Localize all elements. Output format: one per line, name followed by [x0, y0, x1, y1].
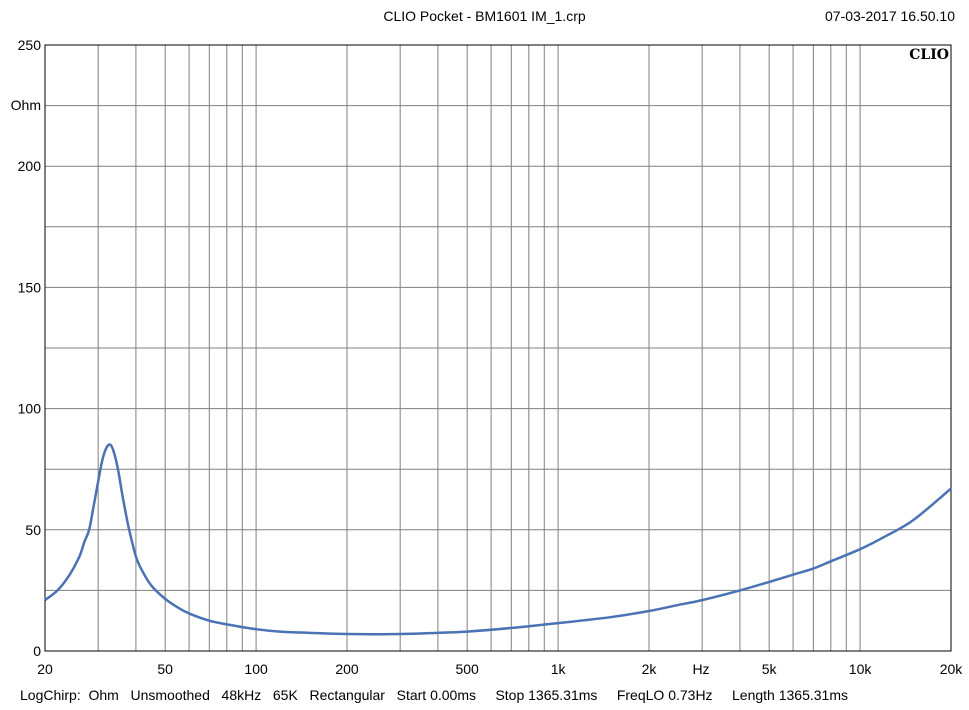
- chart-grid: [45, 45, 951, 651]
- x-tick-label: 20k: [940, 661, 964, 677]
- x-tick-label: 500: [455, 661, 479, 677]
- y-tick-label: 100: [18, 401, 42, 417]
- chart-traces: [44, 443, 952, 636]
- plot-frame: [44, 44, 952, 652]
- x-tick-label: 5k: [762, 661, 778, 677]
- y-axis-label: Ohm: [11, 97, 41, 113]
- x-axis-ticks: 20 50 100 200 500 1k 2k 5k 10k 20k: [37, 661, 963, 677]
- y-tick-label: 200: [18, 158, 42, 174]
- x-axis-label: Hz: [692, 661, 709, 677]
- y-tick-label: 0: [33, 643, 41, 659]
- x-tick-label: 10k: [849, 661, 873, 677]
- y-axis-ticks: 0 50 100 150 200 250: [18, 37, 42, 659]
- y-tick-label: 150: [18, 279, 42, 295]
- x-tick-label: 200: [335, 661, 359, 677]
- x-tick-label: 2k: [642, 661, 658, 677]
- x-tick-label: 20: [37, 661, 53, 677]
- chart-title: CLIO Pocket - BM1601 IM_1.crp: [383, 8, 586, 24]
- x-tick-label: 1k: [551, 661, 567, 677]
- timestamp: 07-03-2017 16.50.10: [825, 8, 955, 24]
- clio-logo: CLIO: [909, 47, 949, 63]
- impedance-curve: [44, 443, 952, 636]
- y-tick-label: 250: [18, 37, 42, 53]
- measurement-settings: LogChirp: Ohm Unsmoothed 48kHz 65K Recta…: [20, 687, 848, 703]
- y-tick-label: 50: [25, 522, 41, 538]
- x-tick-label: 50: [157, 661, 173, 677]
- x-tick-label: 100: [244, 661, 268, 677]
